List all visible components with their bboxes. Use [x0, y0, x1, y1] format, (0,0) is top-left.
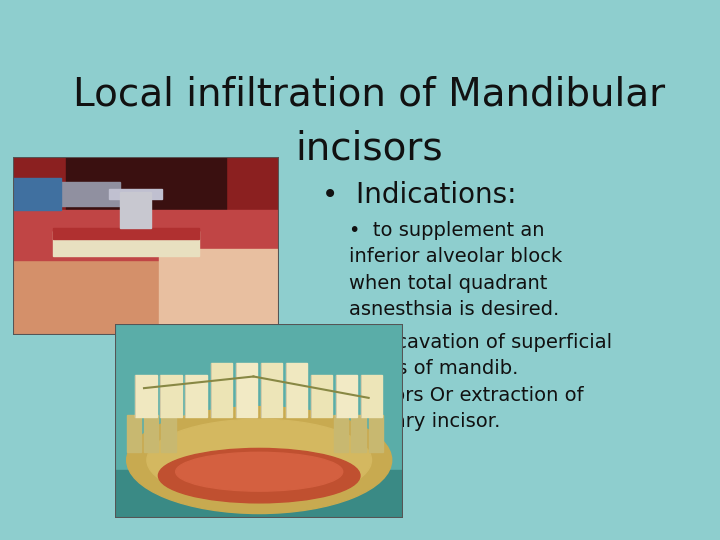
Bar: [286, 363, 307, 417]
Bar: [186, 375, 207, 417]
Ellipse shape: [127, 407, 392, 514]
Bar: [334, 415, 348, 453]
Bar: [235, 363, 257, 417]
Bar: [311, 375, 333, 417]
Bar: [161, 415, 176, 453]
Bar: [135, 375, 157, 417]
Bar: [144, 415, 158, 453]
Bar: [109, 188, 162, 199]
Bar: [120, 192, 151, 228]
Bar: [361, 375, 382, 417]
Bar: [13, 210, 279, 260]
Bar: [13, 181, 120, 206]
Bar: [351, 415, 366, 453]
Bar: [115, 470, 403, 518]
Text: •  Indications:: • Indications:: [322, 181, 516, 209]
Text: •  Excavation of superficial
caries of mandib.
Incisors Or extraction of
primary: • Excavation of superficial caries of ma…: [349, 333, 613, 431]
Bar: [160, 249, 279, 335]
Bar: [369, 415, 383, 453]
Ellipse shape: [158, 448, 360, 503]
Ellipse shape: [176, 453, 343, 491]
Bar: [261, 363, 282, 417]
Text: Local infiltration of Mandibular: Local infiltration of Mandibular: [73, 75, 665, 113]
Bar: [161, 375, 182, 417]
Bar: [210, 363, 232, 417]
Bar: [13, 157, 279, 255]
Bar: [336, 375, 357, 417]
Text: incisors: incisors: [295, 129, 443, 167]
Bar: [13, 178, 61, 210]
Bar: [53, 232, 199, 256]
Bar: [66, 157, 226, 219]
Ellipse shape: [147, 419, 372, 501]
Bar: [53, 228, 199, 239]
Text: •  to supplement an
inferior alveolar block
when total quadrant
asnesthsia is de: • to supplement an inferior alveolar blo…: [349, 221, 563, 319]
Bar: [127, 415, 141, 453]
Bar: [13, 255, 279, 335]
